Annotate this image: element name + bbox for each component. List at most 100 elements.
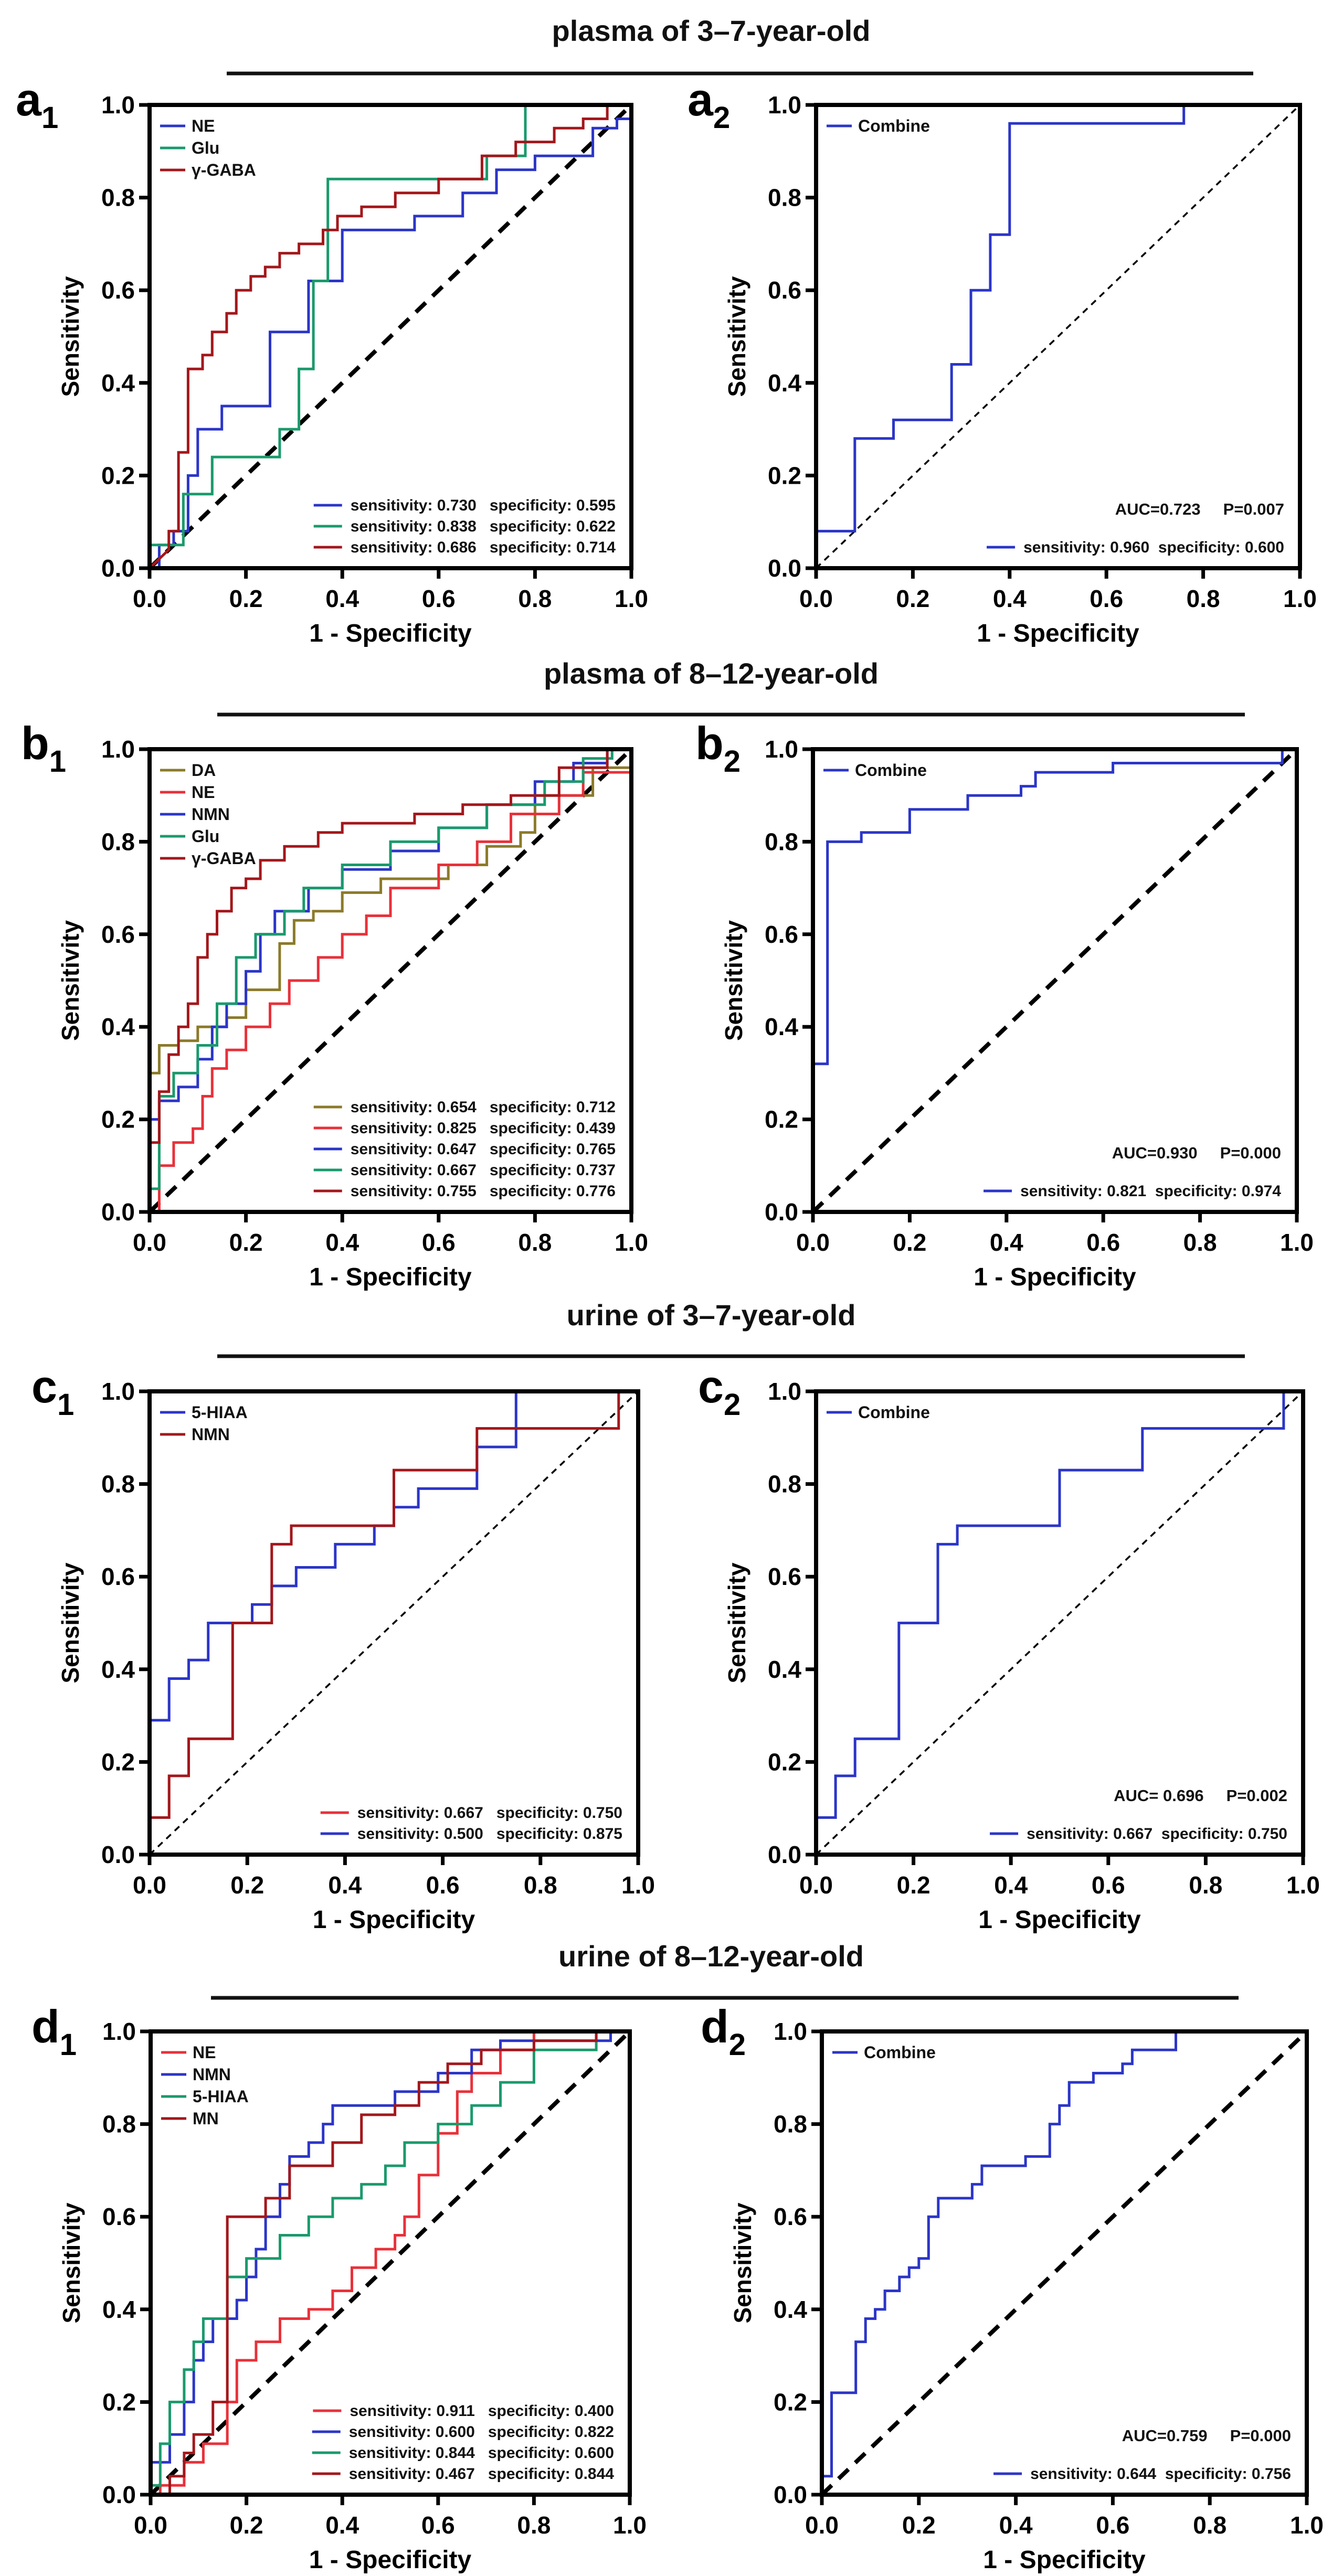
reference-diagonal [149, 2030, 631, 2496]
x-tick-label: 0.6 [1086, 1229, 1120, 1256]
legend-label: Glu [192, 827, 219, 846]
y-tick-label: 0.4 [765, 1013, 798, 1040]
x-tick-label: 0.6 [422, 585, 456, 612]
x-tick-label: 0.2 [896, 585, 929, 612]
legend-label: DA [192, 761, 216, 780]
reference-diagonal [820, 2030, 1308, 2496]
y-tick-label: 0.6 [101, 921, 135, 948]
panel-label: a1 [16, 73, 58, 135]
y-tick-label: 0.6 [102, 2203, 136, 2230]
y-tick-label: 1.0 [774, 2018, 807, 2045]
y-tick-label: 0.6 [101, 276, 135, 304]
roc-panel-a2: a2 0.0 0.0 0.2 0.2 0.4 0.4 0.6 0.6 0.8 0.8 1.0 1.0 1 … [688, 73, 1317, 647]
panel-label: d1 [31, 2000, 77, 2062]
x-tick-label: 0.8 [1189, 1871, 1222, 1899]
y-axis-title: Sensitivity [58, 2202, 85, 2324]
x-axis-title: 1 - Specificity [309, 1263, 472, 1291]
x-tick-label: 0.2 [902, 2511, 936, 2539]
x-tick-label: 1.0 [615, 585, 648, 612]
y-tick-label: 0.8 [101, 1471, 135, 1498]
legend-label: Combine [864, 2043, 936, 2062]
y-tick-label: 0.2 [101, 1748, 135, 1775]
x-tick-label: 0.8 [1183, 1229, 1217, 1256]
x-axis-title: 1 - Specificity [977, 620, 1139, 647]
roc-panel-d1: d1 0.0 0.0 0.2 0.2 0.4 0.4 0.6 0.6 0.8 0.8 1.0 1.0 1 … [31, 2000, 647, 2574]
x-tick-label: 0.0 [805, 2511, 839, 2539]
x-axis-title: 1 - Specificity [974, 1263, 1136, 1291]
roc-curve [815, 103, 1300, 568]
roc-curve [149, 2030, 630, 2495]
roc-curve [148, 1390, 638, 1855]
roc-panel-d2: d2 0.0 0.0 0.2 0.2 0.4 0.4 0.6 0.6 0.8 0.8 1.0 1.0 1 … [701, 2000, 1324, 2574]
y-tick-label: 0.4 [101, 1656, 135, 1683]
x-tick-label: 1.0 [621, 1871, 655, 1899]
stats-line: sensitivity: 0.821 specificity: 0.974 [1020, 1183, 1281, 1200]
legend-label: Combine [855, 761, 927, 780]
x-tick-label: 0.0 [799, 585, 833, 612]
section-title: plasma of 3–7-year-old [552, 14, 871, 47]
reference-diagonal [149, 1390, 639, 1856]
stats-line: sensitivity: 0.600 specificity: 0.822 [349, 2423, 614, 2441]
roc-curve [150, 105, 633, 570]
y-tick-label: 0.2 [101, 1106, 135, 1133]
plot-frame [820, 2029, 1309, 2497]
y-tick-label: 0.6 [765, 921, 798, 948]
x-tick-label: 0.0 [133, 1871, 166, 1899]
x-tick-label: 0.4 [993, 585, 1027, 612]
stats-line: sensitivity: 0.755 specificity: 0.776 [351, 1183, 616, 1200]
roc-curve [148, 748, 631, 1212]
y-tick-label: 0.4 [102, 2296, 136, 2323]
x-tick-label: 0.6 [426, 1871, 460, 1899]
panel-label: c2 [698, 1360, 741, 1422]
plot-frame [147, 1389, 640, 1857]
plot-frame [147, 747, 633, 1214]
y-tick-label: 1.0 [101, 1378, 135, 1405]
y-tick-label: 0.8 [101, 828, 135, 855]
plot-frame [149, 2029, 632, 2497]
panel-label: a2 [688, 73, 730, 135]
stats-line: sensitivity: 0.667 specificity: 0.737 [351, 1162, 616, 1179]
panel-label: b1 [21, 717, 66, 779]
stats-line: sensitivity: 0.467 specificity: 0.844 [349, 2465, 615, 2483]
y-tick-label: 0.4 [768, 369, 801, 397]
stats-line: sensitivity: 0.500 specificity: 0.875 [357, 1825, 622, 1843]
roc-panel-c2: c2 0.0 0.0 0.2 0.2 0.4 0.4 0.6 0.6 0.8 0.8 1.0 1.0 1 … [698, 1360, 1320, 1934]
x-tick-label: 0.0 [796, 1229, 830, 1256]
roc-curve [811, 748, 1297, 1212]
x-tick-label: 0.2 [897, 1871, 930, 1899]
x-tick-label: 0.6 [421, 2511, 455, 2539]
y-tick-label: 0.0 [768, 1841, 801, 1868]
legend-label: 5-HIAA [192, 1403, 248, 1422]
x-tick-label: 0.4 [994, 1871, 1028, 1899]
roc-curve [148, 748, 631, 1212]
y-tick-label: 1.0 [765, 736, 798, 763]
y-tick-label: 0.2 [765, 1106, 798, 1133]
x-tick-label: 0.4 [325, 585, 359, 612]
roc-panel-a1: a1 0.0 0.0 0.2 0.2 0.4 0.4 0.6 0.6 0.8 0.8 1.0 1.0 1 … [16, 73, 648, 647]
legend-label: NMN [192, 805, 230, 824]
y-tick-label: 0.8 [768, 184, 801, 211]
panel-label: d2 [701, 2000, 746, 2062]
legend-label: NMN [192, 1425, 230, 1444]
legend-label: NE [192, 116, 215, 135]
roc-panel-b2: b2 0.0 0.0 0.2 0.2 0.4 0.4 0.6 0.6 0.8 0.8 1.0 1.0 1 … [695, 717, 1314, 1291]
y-tick-label: 1.0 [768, 91, 801, 119]
roc-curve [148, 749, 633, 1212]
x-tick-label: 0.8 [518, 585, 552, 612]
y-axis-title: Sensitivity [57, 276, 84, 397]
panel-label: b2 [695, 717, 741, 779]
y-tick-label: 0.8 [768, 1471, 801, 1498]
section-title: plasma of 8–12-year-old [544, 657, 879, 690]
y-axis-title: Sensitivity [720, 920, 747, 1041]
reference-diagonal [148, 748, 633, 1214]
roc-curve [149, 2030, 630, 2495]
y-tick-label: 1.0 [101, 736, 135, 763]
auc-annotation: AUC=0.930 P=0.000 [1112, 1144, 1281, 1162]
legend-label: NE [193, 2043, 216, 2062]
x-tick-label: 0.6 [1090, 585, 1123, 612]
x-tick-label: 0.6 [1092, 1871, 1125, 1899]
x-tick-label: 0.4 [999, 2511, 1033, 2539]
legend-label: 5-HIAA [193, 2087, 249, 2106]
legend-label: Glu [192, 139, 219, 157]
